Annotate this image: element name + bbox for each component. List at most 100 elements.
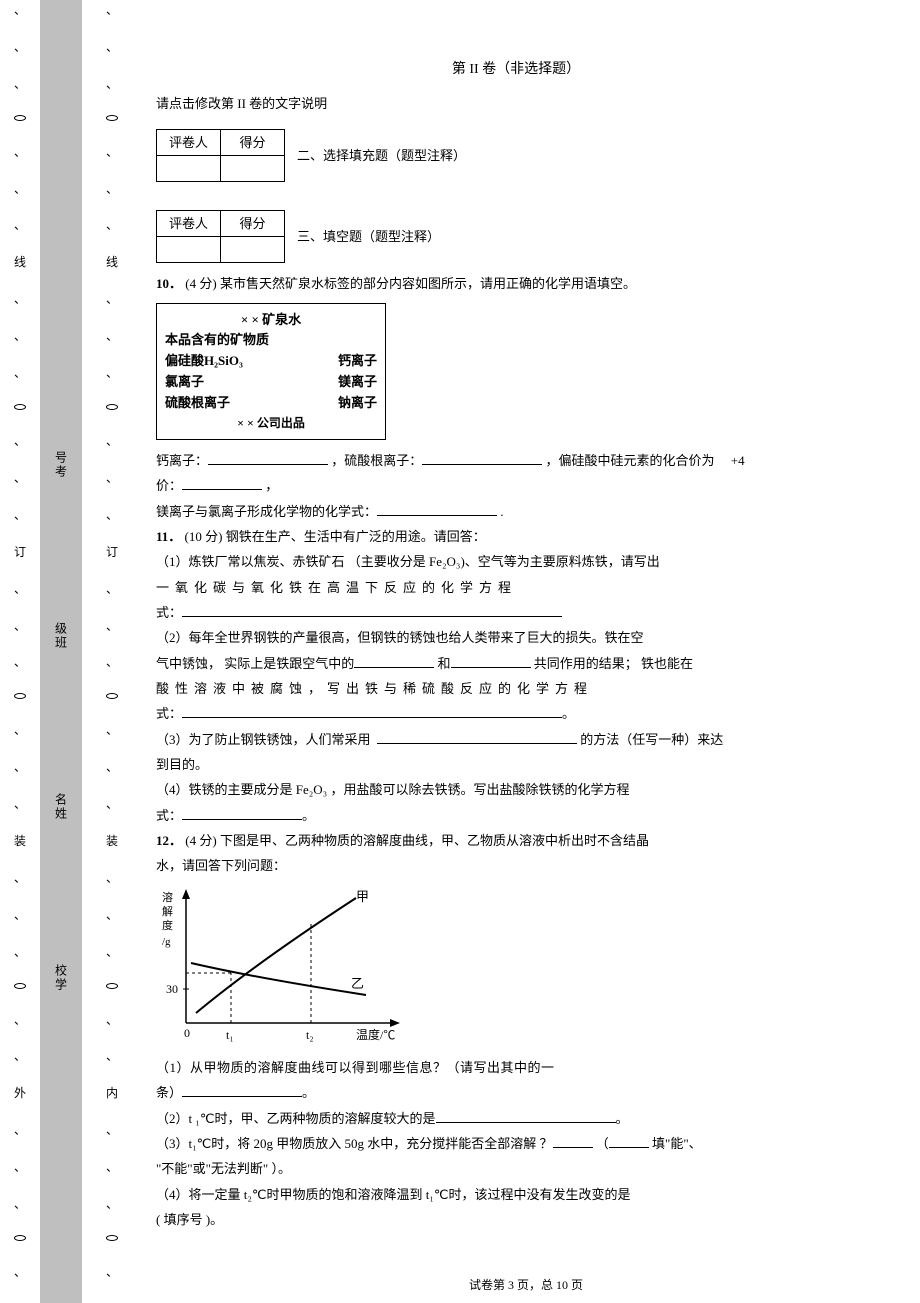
- y-axis-label: 溶: [162, 890, 173, 904]
- answer-blank[interactable]: [182, 807, 302, 820]
- margin-mark: 、: [106, 1014, 118, 1026]
- margin-mark: 、: [106, 78, 118, 90]
- x-tick: t₂: [306, 1028, 314, 1042]
- margin-mark: 、: [106, 583, 118, 595]
- margin-mark: [106, 115, 118, 121]
- question-number: 11．: [156, 529, 181, 544]
- margin-mark: 、: [106, 4, 118, 16]
- margin-mark: 订: [14, 546, 26, 558]
- curve-yi: [191, 963, 366, 995]
- margin-mark: 、: [106, 293, 118, 305]
- margin-mark: 、: [106, 146, 118, 158]
- table-header: 评卷人: [157, 129, 221, 155]
- answer-blank[interactable]: [451, 655, 531, 668]
- margin-mark: [14, 404, 26, 410]
- answer-blank[interactable]: [377, 503, 497, 516]
- margin-mark: 、: [14, 872, 26, 884]
- svg-text:解: 解: [162, 904, 173, 918]
- margin-mark: 内: [106, 1087, 118, 1099]
- margin-mark: [14, 983, 26, 989]
- margin-mark: 、: [106, 1124, 118, 1136]
- margin-mark: 、: [14, 1198, 26, 1210]
- question-points: (4 分): [185, 276, 216, 291]
- margin-mark: 、: [14, 909, 26, 921]
- svg-text:度: 度: [162, 918, 173, 932]
- box-subtitle: 本品含有的矿物质: [165, 330, 377, 351]
- section-label: 三、填空题（题型注释）: [297, 224, 440, 249]
- answer-blank[interactable]: [354, 655, 434, 668]
- question-text: 某市售天然矿泉水标签的部分内容如图所示，请用正确的化学用语填空。: [220, 276, 636, 291]
- answer-blank[interactable]: [422, 452, 542, 465]
- margin-mark: 、: [106, 367, 118, 379]
- curve-label: 甲: [356, 889, 369, 904]
- mineral-water-label-box: × × 矿泉水 本品含有的矿物质 偏硅酸H₂SiO₃钙离子 氯离子镁离子 硫酸根…: [156, 303, 386, 440]
- left-inner-margin: 、、、、、、线、、、、、、订、、、、、、装、、、、、内、、、、: [82, 0, 142, 1303]
- margin-mark: [14, 1235, 26, 1241]
- margin-mark: 装: [14, 835, 26, 847]
- margin-mark: 、: [14, 1266, 26, 1278]
- margin-mark: 、: [106, 798, 118, 810]
- margin-mark: 、: [14, 183, 26, 195]
- question-text: 下图是甲、乙两种物质的溶解度曲线，甲、乙物质从溶液中析出时不含结晶: [220, 833, 649, 848]
- margin-mark: 、: [106, 1198, 118, 1210]
- table-header: 得分: [221, 129, 285, 155]
- table-cell: [221, 155, 285, 181]
- margin-mark: 、: [14, 293, 26, 305]
- left-outer-margin: 、、、、、、线、、、、、、订、、、、、、装、、、、、外、、、、: [0, 0, 40, 1303]
- answer-blank[interactable]: [436, 1110, 616, 1123]
- page-footer: 试卷第 3 页，总 10 页: [156, 1276, 896, 1293]
- margin-mark: 、: [14, 1014, 26, 1026]
- answer-blank[interactable]: [182, 477, 262, 490]
- margin-mark: 、: [106, 330, 118, 342]
- question-number: 12．: [156, 833, 182, 848]
- section-heading: 第 II 卷（非选择题）: [156, 56, 876, 83]
- grader-table: 评卷人 得分: [156, 129, 285, 182]
- grader-table: 评卷人 得分: [156, 210, 285, 263]
- margin-mark: 、: [106, 656, 118, 668]
- margin-mark: 、: [14, 761, 26, 773]
- table-cell: [221, 237, 285, 263]
- svg-text:/g: /g: [162, 936, 171, 948]
- margin-mark: 、: [14, 724, 26, 736]
- margin-mark: 、: [14, 146, 26, 158]
- margin-mark: 、: [14, 1161, 26, 1173]
- margin-mark: 、: [14, 620, 26, 632]
- left-gray-margin: 号考 级班 名姓 校学: [40, 0, 82, 1303]
- margin-mark: [14, 115, 26, 121]
- margin-mark: 、: [14, 509, 26, 521]
- x-tick: t₁: [226, 1028, 234, 1042]
- gray-label: 级班: [53, 622, 70, 650]
- answer-blank[interactable]: [182, 1084, 302, 1097]
- main-content: 第 II 卷（非选择题） 请点击修改第 II 卷的文字说明 评卷人 得分 二、选…: [156, 0, 896, 1232]
- margin-mark: 、: [14, 41, 26, 53]
- margin-mark: 、: [14, 946, 26, 958]
- margin-mark: 、: [106, 1050, 118, 1062]
- answer-blank[interactable]: [377, 731, 577, 744]
- question-points: (4 分): [185, 833, 216, 848]
- answer-blank[interactable]: [182, 705, 562, 718]
- margin-mark: 、: [14, 1050, 26, 1062]
- curve-jia: [196, 898, 356, 1013]
- margin-mark: [106, 693, 118, 699]
- box-footer: × × 公司出品: [165, 414, 377, 433]
- margin-mark: 、: [106, 41, 118, 53]
- margin-mark: [106, 983, 118, 989]
- margin-mark: 线: [14, 256, 26, 268]
- margin-mark: 、: [106, 1266, 118, 1278]
- margin-mark: [106, 1235, 118, 1241]
- margin-mark: 外: [14, 1087, 26, 1099]
- answer-blank[interactable]: [208, 452, 328, 465]
- section-label: 二、选择填充题（题型注释）: [297, 143, 466, 168]
- gray-label: 号考: [53, 451, 70, 479]
- margin-mark: [14, 693, 26, 699]
- margin-mark: 、: [14, 367, 26, 379]
- answer-blank[interactable]: [553, 1135, 593, 1148]
- margin-mark: 、: [106, 872, 118, 884]
- margin-mark: 、: [14, 219, 26, 231]
- margin-mark: 、: [106, 909, 118, 921]
- margin-mark: [106, 404, 118, 410]
- answer-blank[interactable]: [182, 604, 562, 617]
- margin-mark: 、: [14, 330, 26, 342]
- table-cell: [157, 155, 221, 181]
- answer-blank[interactable]: [609, 1135, 649, 1148]
